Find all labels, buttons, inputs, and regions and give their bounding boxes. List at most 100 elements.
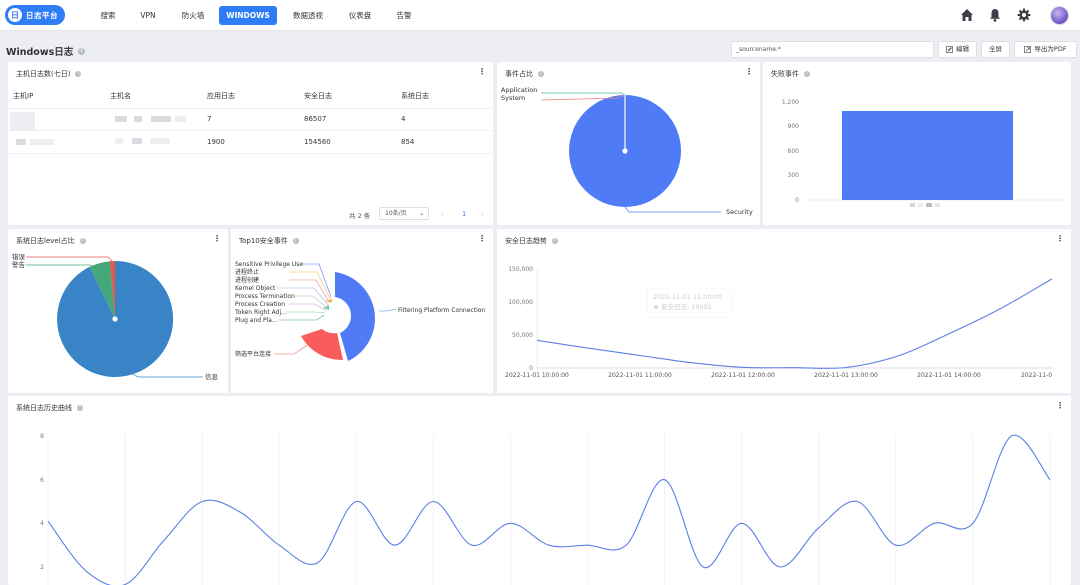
nav-alerts[interactable]: 告警 (396, 11, 412, 20)
rose-slice-screen[interactable] (301, 329, 343, 361)
label-line-warning (26, 264, 99, 270)
label-line-info (130, 372, 203, 378)
nav-search[interactable]: 搜索 (100, 11, 116, 20)
security-trend-title: 安全日志趋势 (505, 237, 547, 245)
page-size-select[interactable]: 10条/页 ⌄ (379, 207, 429, 220)
x-tick-label: 2022-11-01 13:00:00 (814, 372, 878, 379)
series-line-security[interactable] (536, 278, 1053, 369)
more-menu-icon[interactable]: ⋮ (1056, 401, 1064, 410)
home-icon[interactable] (959, 7, 975, 23)
nav-firewall[interactable]: 防火墙 (181, 11, 205, 20)
y-tick-label: 4 (40, 520, 44, 527)
system-level-chart: 错误 警告 信息 (12, 252, 219, 381)
top10-label: Plug and Pla... (235, 317, 278, 324)
page-title-text: Windows日志 (6, 47, 74, 58)
label-warning: 警告 (12, 260, 26, 269)
table-divider (8, 153, 494, 154)
next-page-icon[interactable]: › (481, 210, 484, 218)
label-line-screen (274, 343, 310, 355)
export-label: 导出为PDF (1034, 45, 1067, 53)
column-header-ip[interactable]: 主机IP (13, 92, 34, 100)
pie-center (622, 148, 628, 154)
event-share-chart: Application System Security (501, 86, 753, 216)
pie-center (112, 316, 118, 322)
tooltip-time: 2022-11-01 11:00:00 (653, 293, 722, 301)
total-count: 共 2 条 (349, 212, 371, 220)
failed-events-chart: 1,200 900 600 300 0 (782, 99, 1063, 207)
system-history-panel: 系统日志历史曲线 i ⋮ (8, 396, 1071, 585)
table-cell-app: 7 (207, 115, 212, 123)
edit-icon (946, 46, 953, 53)
label-system: System (501, 94, 525, 102)
y-tick-label: 900 (788, 123, 800, 130)
label-screen: 筛选平台连接 (235, 350, 271, 358)
security-trend-chart: 150,000 100,000 50,000 0 2022-11-01 10:0… (505, 266, 1053, 379)
table-cell-system: 854 (401, 138, 415, 146)
column-header-app-log[interactable]: 应用日志 (207, 92, 235, 100)
info-icon[interactable]: i (75, 71, 82, 77)
column-header-system-log[interactable]: 系统日志 (401, 92, 429, 100)
more-menu-icon[interactable]: ⋮ (213, 234, 221, 243)
panel-title: 系统日志历史曲线 i (16, 403, 83, 413)
search-input[interactable]: _sourcename:* (731, 41, 934, 58)
y-tick-label: 8 (40, 433, 44, 440)
gear-icon[interactable] (1016, 7, 1032, 23)
y-tick-label: 300 (788, 172, 800, 179)
label-line (279, 314, 325, 321)
redacted-x-label (918, 203, 923, 207)
system-history-title: 系统日志历史曲线 (16, 404, 72, 412)
info-icon[interactable]: i (77, 405, 83, 411)
top10-title: Top10安全事件 (239, 237, 288, 245)
info-icon[interactable]: i (78, 47, 86, 55)
info-icon[interactable]: i (292, 238, 299, 244)
nav-pivot[interactable]: 数据透视 (293, 11, 323, 20)
table-cell-system: 4 (401, 115, 406, 123)
fullscreen-button[interactable]: 全屏 (981, 41, 1010, 58)
top10-label: Process Creation (235, 301, 285, 308)
redacted-x-label (910, 203, 915, 207)
prev-page-icon[interactable]: ‹ (441, 210, 444, 218)
info-icon[interactable]: i (79, 238, 86, 244)
more-menu-icon[interactable]: ⋮ (745, 67, 753, 76)
column-header-security-log[interactable]: 安全日志 (304, 92, 332, 100)
panel-title: Top10安全事件 i (239, 236, 299, 246)
current-page[interactable]: 1 (462, 210, 467, 218)
nav-windows[interactable]: WINDOWS (219, 6, 277, 25)
bar-failed-events[interactable] (842, 111, 1013, 200)
page-size-value: 10条/页 (385, 210, 407, 217)
info-icon[interactable]: i (804, 71, 810, 77)
y-tick-label: 0 (529, 365, 533, 372)
pie-slice-error[interactable] (109, 260, 115, 319)
label-line (301, 263, 332, 298)
info-icon[interactable]: i (538, 71, 544, 77)
rose-slice-filtering[interactable] (335, 272, 375, 361)
x-tick-label: 2022-11-01 11:00:00 (608, 372, 672, 379)
avatar[interactable] (1050, 6, 1069, 25)
y-tick-label: 150,000 (508, 266, 533, 273)
top10-label: Token Right Adj... (234, 309, 287, 316)
y-tick-label: 2 (40, 564, 44, 571)
series-line-system-history[interactable] (47, 434, 1051, 585)
bell-icon[interactable] (987, 7, 1003, 23)
label-error: 错误 (12, 252, 26, 261)
more-menu-icon[interactable]: ⋮ (478, 234, 486, 243)
nav-dashboard[interactable]: 仪表盘 (348, 11, 372, 20)
info-icon[interactable]: i (552, 238, 558, 244)
redacted-hostname (150, 138, 170, 144)
page-title: Windows日志 i (6, 44, 86, 58)
more-menu-icon[interactable]: ⋮ (478, 67, 486, 76)
more-menu-icon[interactable]: ⋮ (1056, 234, 1064, 243)
app-logo[interactable]: 日 日志平台 (5, 5, 65, 25)
nav-vpn[interactable]: VPN (140, 11, 156, 20)
export-pdf-button[interactable]: 导出为PDF (1014, 41, 1077, 58)
grid-lines (47, 434, 1051, 585)
panel-title: 安全日志趋势 i (505, 236, 558, 246)
edit-button[interactable]: 编辑 (938, 41, 977, 58)
y-tick-label: 1,200 (782, 99, 799, 106)
system-level-title: 系统日志level占比 (16, 237, 75, 245)
table-cell-security: 154560 (304, 138, 331, 146)
edit-label: 编辑 (956, 45, 969, 53)
export-icon (1024, 46, 1032, 53)
pie-slice-warning[interactable] (89, 261, 115, 319)
column-header-hostname[interactable]: 主机名 (110, 92, 131, 100)
